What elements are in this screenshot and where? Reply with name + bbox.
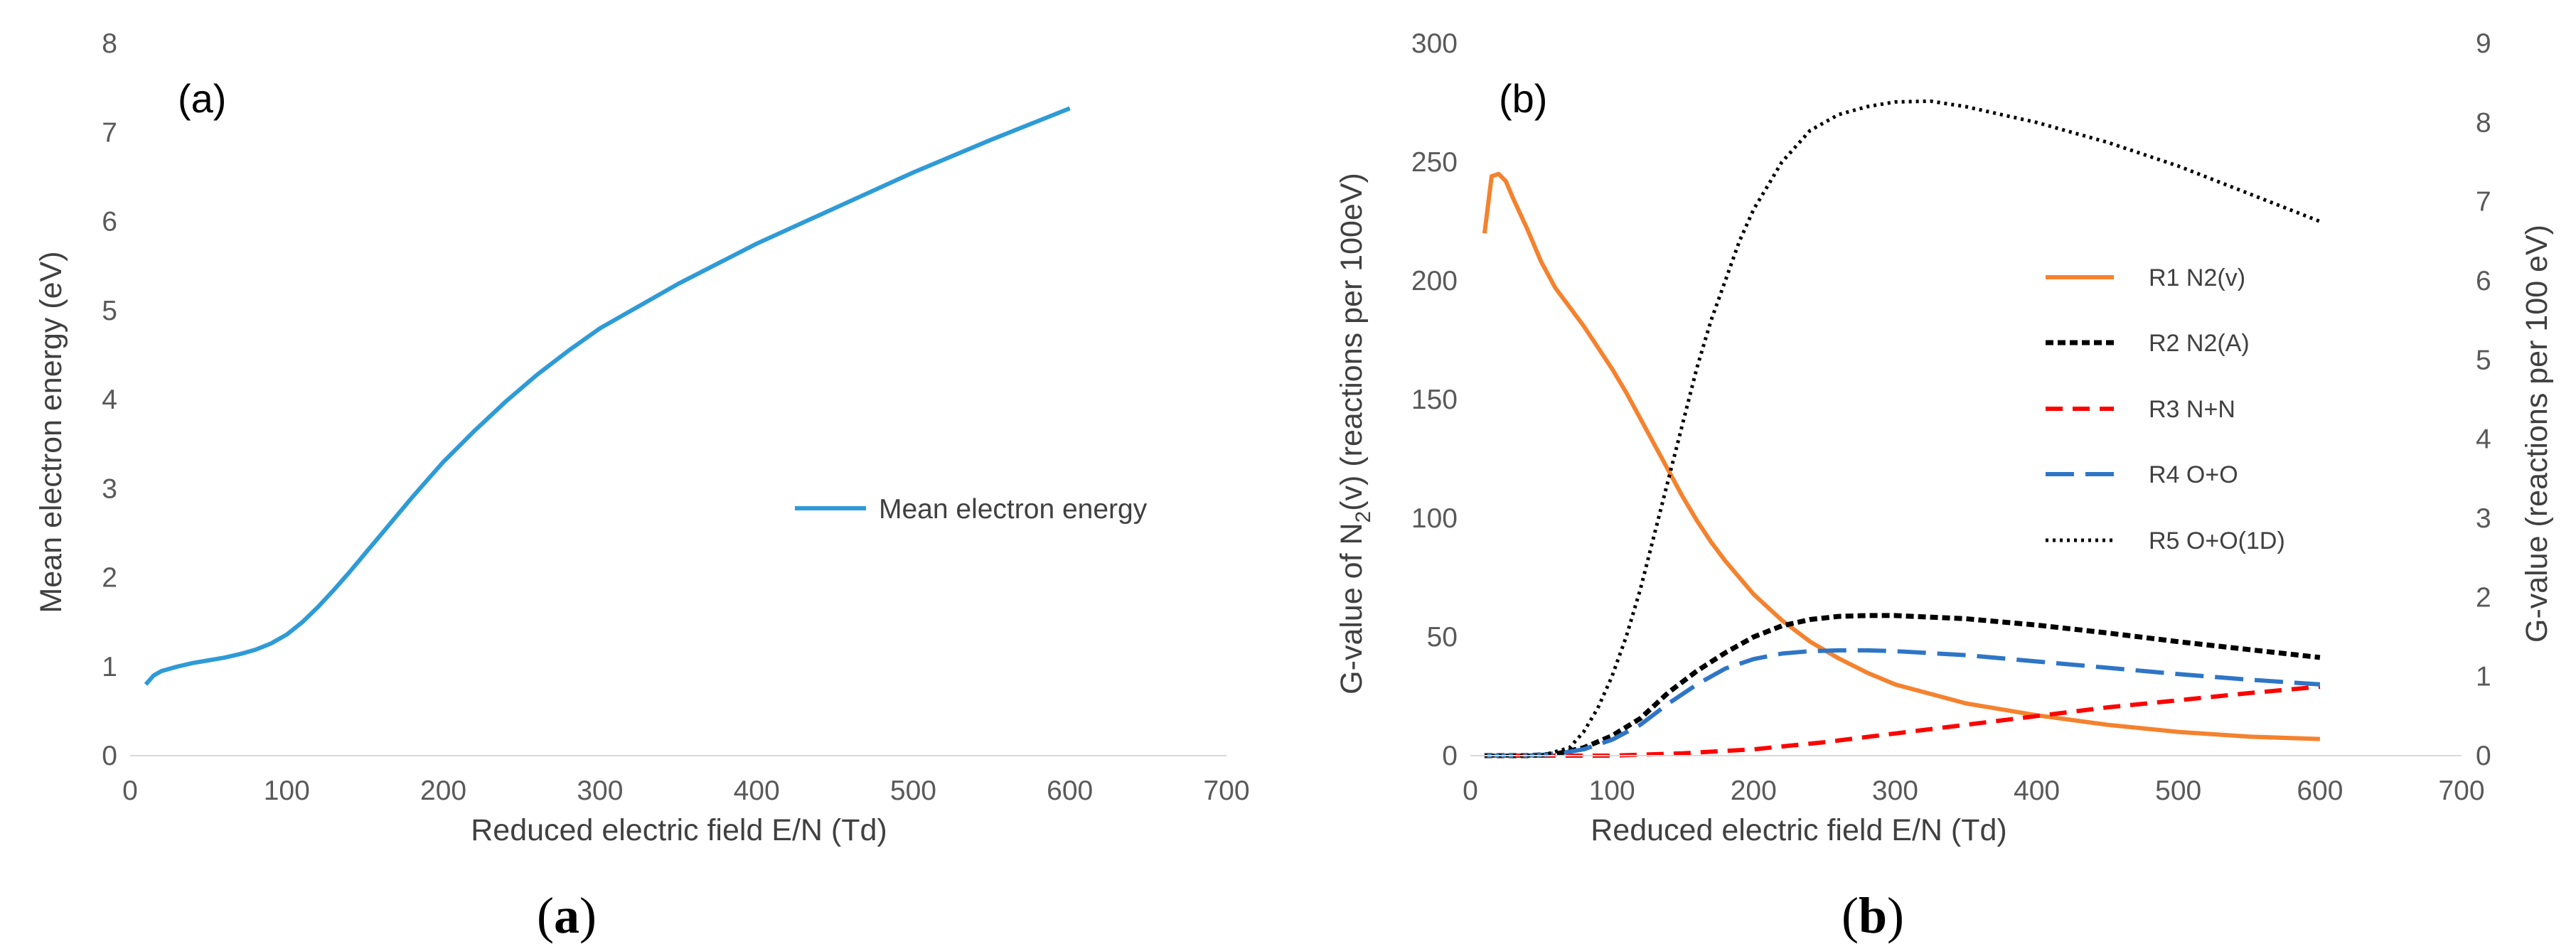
panel-b-label: (b) <box>1499 76 1547 121</box>
x-tick-label: 200 <box>1731 776 1777 806</box>
panel-b-legend: R1 N2(v) R2 N2(A) R3 N+N R4 O+O R5 O+O(1… <box>2046 264 2285 554</box>
x-tick-label: 600 <box>1047 776 1093 806</box>
y-tick-label: 0 <box>102 741 117 771</box>
y-right-tick-label: 0 <box>2476 741 2491 771</box>
x-tick-label: 100 <box>1589 776 1635 806</box>
legend-label-r4: R4 O+O <box>2149 461 2238 488</box>
y-tick-label: 5 <box>102 296 117 326</box>
series-line-r5-o-o-1d <box>1484 99 2321 758</box>
x-tick-label: 300 <box>1872 776 1918 806</box>
y-right-tick-label: 7 <box>2476 187 2491 218</box>
y-tick-label: 4 <box>102 385 117 415</box>
x-tick-label: 300 <box>577 776 623 806</box>
panel-b-caption-close: ) <box>1887 887 1904 944</box>
panel-a-y-tick-labels: 0 1 2 3 4 5 6 7 8 <box>102 28 117 771</box>
y-tick-label: 250 <box>1411 147 1458 178</box>
series-line-r2-n2-a <box>1484 613 2321 758</box>
y-tick-label: 6 <box>102 207 117 237</box>
y-tick-label: 0 <box>1442 741 1458 771</box>
x-tick-label: 100 <box>264 776 310 806</box>
panel-a-label: (a) <box>178 76 226 121</box>
x-tick-label: 500 <box>2155 776 2201 806</box>
y-tick-label: 3 <box>102 473 117 504</box>
y-right-tick-label: 8 <box>2476 107 2491 138</box>
y-right-tick-label: 1 <box>2476 662 2491 692</box>
legend-label-mean-electron-energy: Mean electron energy <box>879 494 1148 525</box>
x-tick-label: 600 <box>2297 776 2343 806</box>
panel-b-caption-letter: b <box>1859 887 1887 944</box>
y-right-tick-label: 4 <box>2476 424 2491 455</box>
panel-a-series <box>144 106 1071 686</box>
x-tick-label: 400 <box>734 776 780 806</box>
y-tick-label: 150 <box>1411 385 1458 415</box>
y-tick-label: 8 <box>102 28 117 59</box>
panel-b-left-y-axis-title: G-value of N2(v) (reactions per 100eV) <box>1335 173 1375 695</box>
panel-b-left-y-tick-labels: 0 50 100 150 200 250 300 <box>1411 28 1458 771</box>
panel-b-left-y-axis-title-pre: G-value of N <box>1335 522 1369 694</box>
panel-a-x-tick-labels: 0 100 200 300 400 500 600 700 <box>122 776 1249 806</box>
panel-a-caption-close: ) <box>579 887 597 944</box>
y-tick-label: 2 <box>102 563 117 594</box>
chart-panel-b: 0 50 100 150 200 250 300 0 1 2 3 4 5 6 7 8 9 0 100 200 300… <box>1335 28 2554 944</box>
y-tick-label: 1 <box>102 652 117 682</box>
x-tick-label: 200 <box>420 776 466 806</box>
y-right-tick-label: 3 <box>2476 503 2491 534</box>
panel-a-caption: (a) <box>537 887 597 944</box>
panel-b-x-axis-title: Reduced electric field E/N (Td) <box>1591 813 2007 847</box>
y-tick-label: 7 <box>102 117 117 148</box>
legend-label-r3: R3 N+N <box>2149 396 2235 423</box>
panel-b-right-y-tick-labels: 0 1 2 3 4 5 6 7 8 9 <box>2476 28 2491 771</box>
panel-b-caption: (b) <box>1842 887 1904 944</box>
panel-a-caption-open: ( <box>537 887 554 944</box>
panel-b-right-y-axis-title: G-value (reactions per 100 eV) <box>2520 225 2554 643</box>
y-tick-label: 50 <box>1427 622 1458 653</box>
y-right-tick-label: 9 <box>2476 28 2491 59</box>
legend-label-r2: R2 N2(A) <box>2149 330 2250 357</box>
y-right-tick-label: 5 <box>2476 345 2491 375</box>
series-line-r3-n-n <box>1484 685 2321 758</box>
panel-b-left-y-axis-title-sub: 2 <box>1352 511 1375 523</box>
y-tick-label: 200 <box>1411 266 1458 296</box>
y-tick-label: 300 <box>1411 28 1458 59</box>
y-right-tick-label: 2 <box>2476 582 2491 613</box>
y-tick-label: 100 <box>1411 503 1458 534</box>
series-line-r4-o-o <box>1484 648 2321 758</box>
panel-a-x-axis-title: Reduced electric field E/N (Td) <box>471 813 887 847</box>
panel-a-caption-letter: a <box>554 887 579 944</box>
x-tick-label: 0 <box>1463 776 1478 806</box>
x-tick-label: 700 <box>1203 776 1249 806</box>
chart-panel-a: 0 1 2 3 4 5 6 7 8 0 100 200 300 400 500 600 700 (a) Mea… <box>34 28 1250 944</box>
panel-b-series <box>1482 99 2321 758</box>
y-right-tick-label: 6 <box>2476 266 2491 296</box>
legend-label-r5: R5 O+O(1D) <box>2149 527 2285 554</box>
panel-b-x-tick-labels: 0 100 200 300 400 500 600 700 <box>1463 776 2484 806</box>
x-tick-label: 500 <box>890 776 936 806</box>
x-tick-label: 0 <box>122 776 138 806</box>
panel-b-caption-open: ( <box>1842 887 1859 944</box>
x-tick-label: 700 <box>2438 776 2484 806</box>
series-line-mean-electron-energy <box>144 106 1071 686</box>
x-tick-label: 400 <box>2014 776 2060 806</box>
panel-b-left-y-axis-title-post: (v) (reactions per 100eV) <box>1335 173 1369 511</box>
panel-a-y-axis-title: Mean electron energy (eV) <box>34 251 68 613</box>
series-line-r1-n2-v <box>1482 171 2320 741</box>
legend-label-r1: R1 N2(v) <box>2149 264 2245 291</box>
